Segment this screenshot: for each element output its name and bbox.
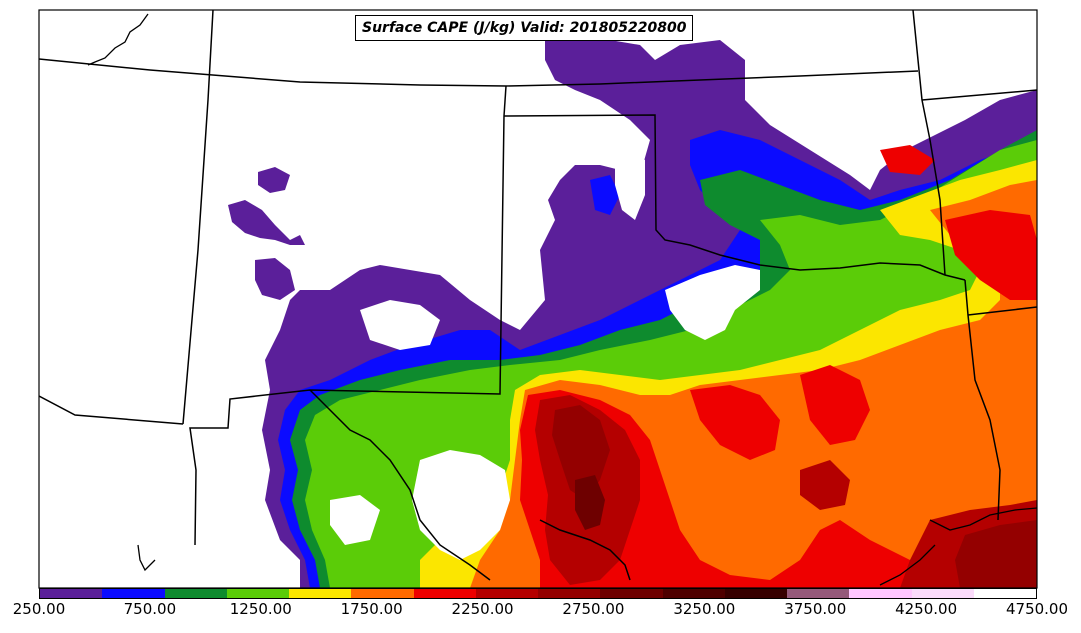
colorbar-swatch: [40, 589, 103, 598]
colorbar-swatch: [724, 589, 787, 598]
colorbar-swatch: [289, 589, 352, 598]
colorbar-tick-label: 1750.00: [340, 600, 403, 618]
colorbar-swatch: [600, 589, 663, 598]
colorbar: [39, 588, 1037, 599]
map-title: Surface CAPE (J/kg) Valid: 201805220800: [355, 15, 694, 41]
colorbar-tick-label: 3250.00: [673, 600, 736, 618]
colorbar-swatch: [351, 589, 414, 598]
colorbar-tick-label: 2250.00: [451, 600, 514, 618]
colorbar-tick-label: 4750.00: [1005, 600, 1069, 618]
colorbar-swatch: [475, 589, 538, 598]
colorbar-swatch: [164, 589, 227, 598]
colorbar-swatch: [973, 589, 1036, 598]
colorbar-tick-label: 3750.00: [784, 600, 847, 618]
colorbar-swatch: [538, 589, 601, 598]
colorbar-tick-label: 2750.00: [562, 600, 625, 618]
colorbar-swatch: [911, 589, 974, 598]
colorbar-tick-label: 4250.00: [895, 600, 958, 618]
colorbar-ticks: 250.00 750.00 1250.00 1750.00 2250.00 2750.00…: [0, 600, 1081, 630]
colorbar-swatch: [413, 589, 476, 598]
colorbar-swatch: [662, 589, 725, 598]
colorbar-swatch: [849, 589, 912, 598]
colorbar-swatch: [226, 589, 289, 598]
cape-field: [228, 18, 1037, 588]
colorbar-tick-label: 1250.00: [229, 600, 292, 618]
colorbar-tick-label: 250.00: [12, 600, 66, 618]
colorbar-tick-label: 750.00: [123, 600, 177, 618]
colorbar-swatch: [787, 589, 850, 598]
map-coastline: [87, 13, 1038, 586]
colorbar-swatch: [102, 589, 165, 598]
map-state-boundaries: [39, 10, 1037, 581]
